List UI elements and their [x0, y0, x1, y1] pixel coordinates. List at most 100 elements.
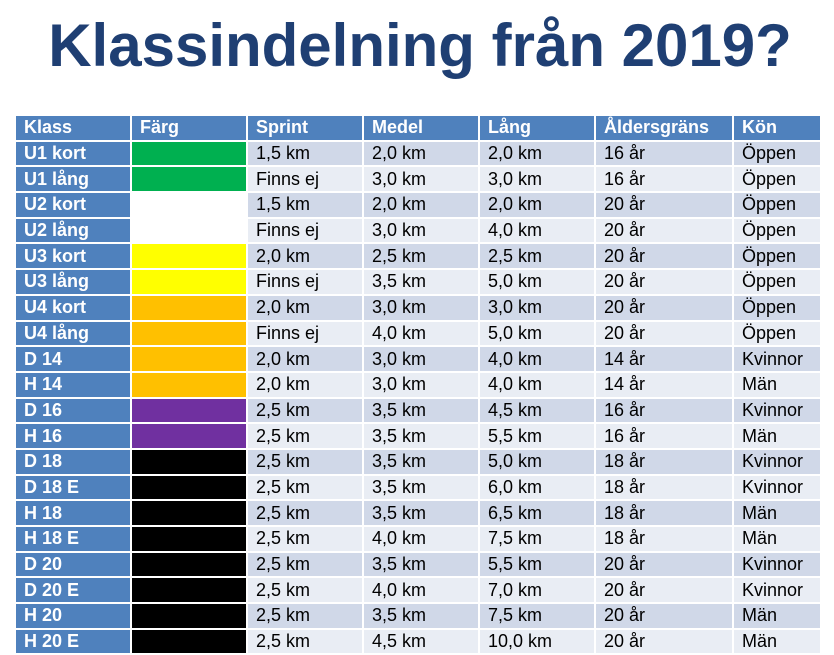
cell-sprint: 2,5 km	[248, 501, 362, 525]
cell-sprint: 2,5 km	[248, 527, 362, 551]
cell-color-swatch	[132, 167, 246, 192]
cell-alder: 20 år	[596, 193, 732, 217]
cell-lang: 5,5 km	[480, 424, 594, 448]
header-sprint: Sprint	[248, 116, 362, 140]
cell-klass: D 20 E	[16, 578, 130, 603]
cell-lang: 2,5 km	[480, 244, 594, 269]
cell-kon: Kvinnor	[734, 475, 820, 500]
header-aldersgrans: Åldersgräns	[596, 116, 732, 140]
cell-klass: U1 lång	[16, 167, 130, 192]
table-row: U1 kort 1,5 km 2,0 km 2,0 km 16 år Öppen	[16, 141, 820, 166]
cell-color-swatch	[132, 270, 246, 294]
cell-sprint: 1,5 km	[248, 193, 362, 217]
cell-klass: U3 lång	[16, 270, 130, 294]
cell-alder: 14 år	[596, 372, 732, 397]
cell-medel: 4,0 km	[364, 578, 478, 603]
cell-medel: 3,0 km	[364, 218, 478, 243]
cell-alder: 20 år	[596, 604, 732, 628]
cell-color-swatch	[132, 295, 246, 320]
table-body: U1 kort 1,5 km 2,0 km 2,0 km 16 år Öppen U1 lå…	[16, 141, 820, 654]
cell-alder: 20 år	[596, 552, 732, 577]
table-row: U4 lång Finns ej 4,0 km 5,0 km 20 år Öppen	[16, 321, 820, 346]
cell-alder: 18 år	[596, 449, 732, 474]
cell-kon: Kvinnor	[734, 578, 820, 603]
cell-kon: Män	[734, 372, 820, 397]
cell-medel: 3,0 km	[364, 372, 478, 397]
cell-alder: 18 år	[596, 501, 732, 525]
cell-medel: 3,5 km	[364, 552, 478, 577]
cell-kon: Öppen	[734, 295, 820, 320]
table-row: H 20 2,5 km 3,5 km 7,5 km 20 år Män	[16, 604, 820, 628]
cell-lang: 7,0 km	[480, 578, 594, 603]
cell-kon: Kvinnor	[734, 347, 820, 371]
cell-alder: 20 år	[596, 629, 732, 654]
cell-medel: 3,5 km	[364, 475, 478, 500]
cell-lang: 6,0 km	[480, 475, 594, 500]
cell-medel: 3,5 km	[364, 501, 478, 525]
cell-klass: H 16	[16, 424, 130, 448]
cell-alder: 20 år	[596, 578, 732, 603]
cell-alder: 18 år	[596, 475, 732, 500]
header-lang: Lång	[480, 116, 594, 140]
table-row: D 14 2,0 km 3,0 km 4,0 km 14 år Kvinnor	[16, 347, 820, 371]
cell-klass: U3 kort	[16, 244, 130, 269]
cell-kon: Öppen	[734, 193, 820, 217]
cell-lang: 7,5 km	[480, 604, 594, 628]
table-row: H 18 E 2,5 km 4,0 km 7,5 km 18 år Män	[16, 527, 820, 551]
cell-klass: D 18	[16, 449, 130, 474]
cell-kon: Kvinnor	[734, 552, 820, 577]
table-row: H 20 E 2,5 km 4,5 km 10,0 km 20 år Män	[16, 629, 820, 654]
table-row: H 16 2,5 km 3,5 km 5,5 km 16 år Män	[16, 424, 820, 448]
cell-klass: U2 kort	[16, 193, 130, 217]
table-row: D 20 E 2,5 km 4,0 km 7,0 km 20 år Kvinnor	[16, 578, 820, 603]
table-row: U1 lång Finns ej 3,0 km 3,0 km 16 år Öppen	[16, 167, 820, 192]
cell-kon: Öppen	[734, 244, 820, 269]
cell-color-swatch	[132, 193, 246, 217]
cell-kon: Män	[734, 629, 820, 654]
cell-klass: U4 lång	[16, 321, 130, 346]
cell-klass: H 18	[16, 501, 130, 525]
cell-lang: 4,0 km	[480, 218, 594, 243]
table-row: U4 kort 2,0 km 3,0 km 3,0 km 20 år Öppen	[16, 295, 820, 320]
cell-klass: U1 kort	[16, 141, 130, 166]
table-row: D 18 E 2,5 km 3,5 km 6,0 km 18 år Kvinnor	[16, 475, 820, 500]
cell-kon: Öppen	[734, 218, 820, 243]
cell-color-swatch	[132, 141, 246, 166]
cell-klass: H 20 E	[16, 629, 130, 654]
cell-medel: 4,0 km	[364, 321, 478, 346]
cell-kon: Män	[734, 604, 820, 628]
cell-alder: 16 år	[596, 141, 732, 166]
cell-sprint: Finns ej	[248, 270, 362, 294]
cell-alder: 20 år	[596, 295, 732, 320]
cell-lang: 5,0 km	[480, 449, 594, 474]
cell-medel: 3,5 km	[364, 604, 478, 628]
cell-sprint: 2,5 km	[248, 475, 362, 500]
cell-lang: 2,0 km	[480, 141, 594, 166]
cell-sprint: Finns ej	[248, 167, 362, 192]
cell-color-swatch	[132, 244, 246, 269]
cell-klass: D 16	[16, 398, 130, 423]
cell-color-swatch	[132, 629, 246, 654]
cell-medel: 3,0 km	[364, 295, 478, 320]
table-row: D 16 2,5 km 3,5 km 4,5 km 16 år Kvinnor	[16, 398, 820, 423]
cell-alder: 14 år	[596, 347, 732, 371]
cell-medel: 3,5 km	[364, 449, 478, 474]
cell-medel: 3,5 km	[364, 270, 478, 294]
cell-kon: Män	[734, 527, 820, 551]
cell-lang: 5,0 km	[480, 321, 594, 346]
table-row: U2 lång Finns ej 3,0 km 4,0 km 20 år Öppen	[16, 218, 820, 243]
cell-medel: 3,0 km	[364, 167, 478, 192]
cell-kon: Öppen	[734, 270, 820, 294]
cell-lang: 5,0 km	[480, 270, 594, 294]
cell-sprint: 1,5 km	[248, 141, 362, 166]
cell-lang: 4,5 km	[480, 398, 594, 423]
header-medel: Medel	[364, 116, 478, 140]
cell-kon: Kvinnor	[734, 449, 820, 474]
cell-klass: D 18 E	[16, 475, 130, 500]
cell-sprint: 2,5 km	[248, 604, 362, 628]
cell-medel: 2,0 km	[364, 141, 478, 166]
cell-alder: 16 år	[596, 167, 732, 192]
cell-color-swatch	[132, 347, 246, 371]
cell-lang: 10,0 km	[480, 629, 594, 654]
cell-kon: Öppen	[734, 167, 820, 192]
